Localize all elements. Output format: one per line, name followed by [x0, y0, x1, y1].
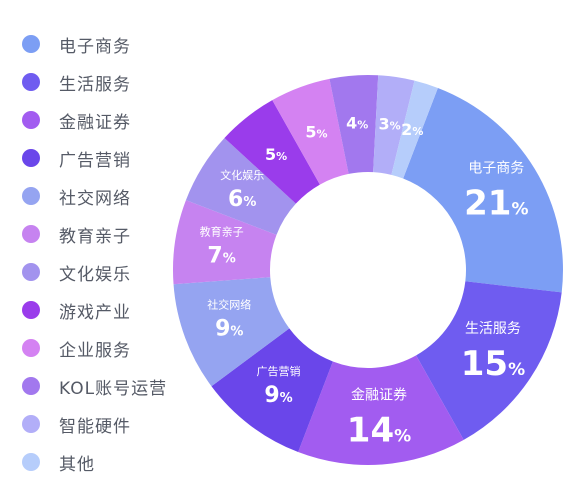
legend-item: KOL账号运营 — [22, 367, 167, 405]
legend-swatch — [22, 263, 40, 281]
slice-value-label: 2% — [401, 120, 423, 139]
slice-value-label: 6% — [228, 187, 256, 212]
slice-name-label: 金融证券 — [351, 388, 407, 404]
slice-name-label: 文化娱乐 — [220, 168, 264, 182]
legend-item: 智能硬件 — [22, 405, 167, 443]
slice-value-label: 9% — [264, 383, 292, 408]
legend-label: KOL账号运营 — [59, 378, 168, 399]
legend-swatch — [22, 187, 40, 205]
donut-slice — [391, 80, 438, 179]
legend-swatch — [22, 111, 40, 129]
slice-value-label: 21% — [464, 183, 528, 223]
donut-slice — [211, 328, 333, 453]
legend-swatch — [22, 339, 40, 357]
legend-label: 金融证券 — [59, 112, 131, 133]
legend-label: 社交网络 — [59, 188, 131, 209]
donut-slice — [172, 200, 277, 285]
legend-swatch — [22, 149, 40, 167]
legend-item: 广告营销 — [22, 139, 167, 177]
donut-slice — [173, 277, 290, 387]
slice-value-label: 5% — [305, 122, 327, 141]
slice-value-label: 4% — [346, 113, 368, 132]
donut-slice — [373, 75, 415, 175]
legend-item: 游戏产业 — [22, 291, 167, 329]
chart-legend: 电子商务生活服务金融证券广告营销社交网络教育亲子文化娱乐游戏产业企业服务 KOL账… — [22, 25, 167, 481]
slice-value-label: 9% — [215, 317, 243, 342]
slice-value-label: 3% — [379, 115, 401, 134]
legend-label: 电子商务 — [59, 36, 131, 57]
donut-slice — [416, 281, 562, 440]
legend-label: 文化娱乐 — [59, 264, 131, 285]
legend-item: 教育亲子 — [22, 215, 167, 253]
legend-item: 文化娱乐 — [22, 253, 167, 291]
donut-slice — [403, 87, 564, 293]
legend-label: 智能硬件 — [59, 416, 131, 437]
legend-item: 生活服务 — [22, 63, 167, 101]
slice-value-label: 15% — [461, 344, 525, 384]
slice-name-label: 生活服务 — [465, 321, 521, 337]
legend-item: 电子商务 — [22, 25, 167, 63]
slice-value-label: 14% — [347, 411, 411, 451]
legend-swatch — [22, 73, 40, 91]
donut-slice — [329, 75, 379, 174]
donut-slice — [185, 138, 296, 235]
legend-swatch — [22, 377, 40, 395]
legend-item: 金融证券 — [22, 101, 167, 139]
legend-swatch — [22, 301, 40, 319]
legend-item: 社交网络 — [22, 177, 167, 215]
legend-label: 其他 — [59, 454, 95, 475]
legend-label: 游戏产业 — [59, 302, 131, 323]
legend-label: 教育亲子 — [59, 226, 131, 247]
legend-swatch — [22, 225, 40, 243]
legend-swatch — [22, 453, 40, 471]
slice-value-label: 5% — [265, 145, 287, 164]
slice-name-label: 电子商务 — [468, 160, 524, 176]
donut-slice — [298, 355, 464, 465]
legend-item: 企业服务 — [22, 329, 167, 367]
donut-slice — [224, 100, 320, 204]
slice-value-label: 7% — [207, 243, 235, 268]
slice-name-label: 社交网络 — [207, 298, 251, 312]
donut-slice — [272, 78, 349, 185]
slice-name-label: 广告营销 — [257, 364, 301, 378]
legend-label: 生活服务 — [59, 74, 131, 95]
legend-item: 其他 — [22, 443, 167, 481]
legend-swatch — [22, 415, 40, 433]
legend-swatch — [22, 35, 40, 53]
legend-label: 企业服务 — [59, 340, 131, 361]
slice-name-label: 教育亲子 — [200, 224, 244, 238]
legend-label: 广告营销 — [59, 150, 131, 171]
